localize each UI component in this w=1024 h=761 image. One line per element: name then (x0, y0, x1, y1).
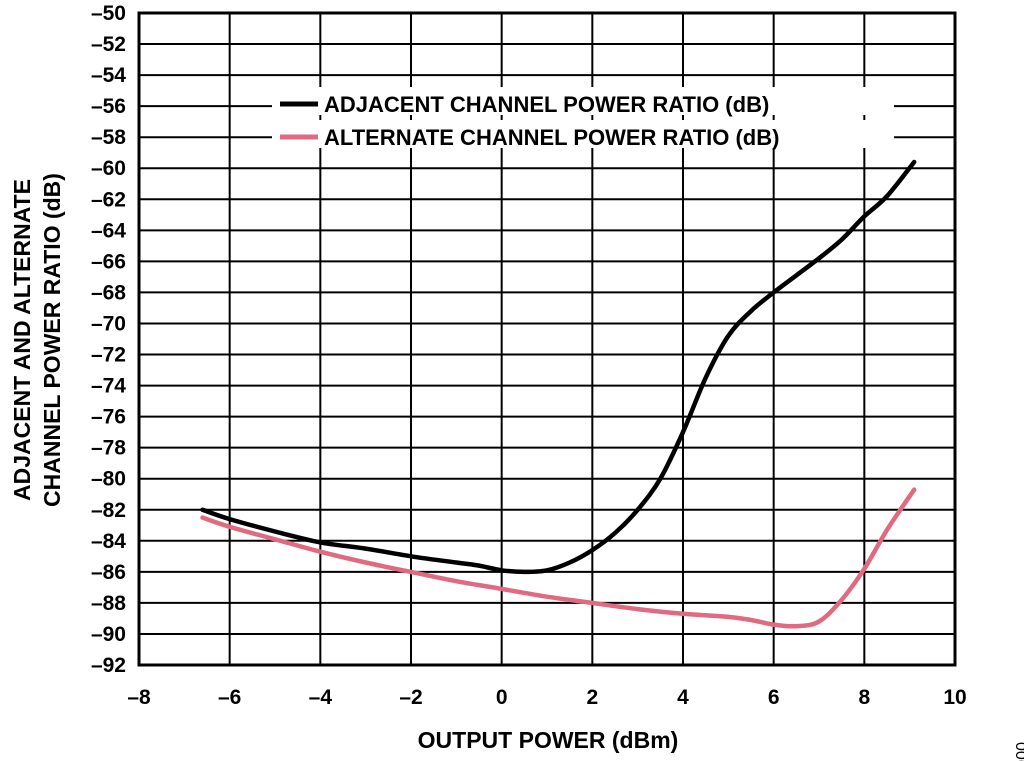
y-axis-title-line: CHANNEL POWER RATIO (dB) (39, 173, 65, 507)
x-tick-label: 4 (677, 686, 689, 709)
series-line (200, 487, 917, 629)
y-tick-label: –54 (91, 64, 126, 87)
y-tick-label: –56 (91, 95, 126, 118)
y-tick-labels: –50 –52 –54 –56 –58 –60 –62 –64 –66 –68 –70 –72 –74 –… (91, 2, 126, 677)
y-tick-label: –82 (91, 499, 126, 522)
x-tick-labels: –8 –6 –4 –2 0 2 4 6 8 10 (127, 686, 966, 709)
y-tick-label: –70 (91, 312, 126, 335)
y-tick-label: –52 (91, 33, 126, 56)
y-tick-label: –90 (91, 623, 126, 646)
x-tick-label: 6 (768, 686, 780, 709)
y-tick-label: –84 (91, 530, 126, 553)
y-axis-title-line: ADJACENT AND ALTERNATE (9, 179, 35, 501)
legend-background (272, 87, 894, 115)
x-tick-label: –8 (127, 686, 151, 709)
x-tick-label: 2 (586, 686, 598, 709)
legend: ADJACENT CHANNEL POWER RATIO (dB) ALTERNA… (272, 87, 894, 150)
y-tick-label: –78 (91, 437, 126, 460)
series-layer (200, 159, 917, 629)
series-line (200, 159, 917, 575)
y-tick-label: –62 (91, 188, 126, 211)
x-tick-label: 8 (858, 686, 870, 709)
x-axis-title: OUTPUT POWER (dBm) (418, 727, 679, 753)
x-tick-label: –2 (399, 686, 422, 709)
x-tick-label: 10 (943, 686, 966, 709)
x-tick-label: –6 (218, 686, 241, 709)
y-tick-label: –80 (91, 468, 126, 491)
y-axis-title: ADJACENT AND ALTERNATE CHANNEL POWER RATI… (9, 173, 65, 507)
y-tick-label: –58 (91, 126, 126, 149)
y-tick-label: –92 (91, 654, 126, 677)
x-tick-label: –4 (309, 686, 333, 709)
y-tick-label: –60 (91, 157, 126, 180)
y-tick-label: –68 (91, 281, 126, 304)
y-tick-label: –72 (91, 344, 126, 367)
y-tick-label: –74 (91, 375, 126, 398)
legend-label: ALTERNATE CHANNEL POWER RATIO (dB) (324, 125, 779, 150)
y-tick-label: –76 (91, 406, 126, 429)
legend-background (272, 120, 894, 148)
y-tick-label: –66 (91, 250, 126, 273)
figure-id: 006 (1012, 742, 1024, 761)
legend-label: ADJACENT CHANNEL POWER RATIO (dB) (324, 92, 769, 117)
x-tick-label: 0 (496, 686, 508, 709)
y-tick-label: –86 (91, 561, 126, 584)
y-tick-label: –50 (91, 2, 126, 25)
y-tick-label: –88 (91, 592, 126, 615)
y-tick-label: –64 (91, 219, 126, 242)
plot-frame (137, 11, 957, 667)
